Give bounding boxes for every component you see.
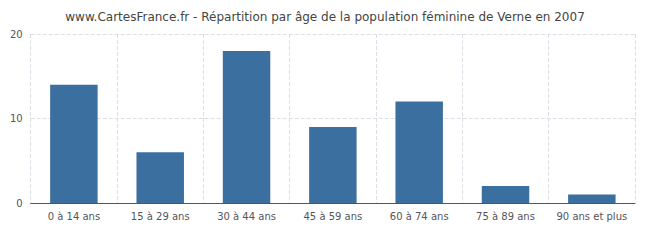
svg-text:10: 10 xyxy=(10,113,23,124)
svg-text:45 à 59 ans: 45 à 59 ans xyxy=(303,211,362,222)
svg-text:15 à 29 ans: 15 à 29 ans xyxy=(131,211,190,222)
svg-text:30 à 44 ans: 30 à 44 ans xyxy=(217,211,276,222)
svg-text:0 à 14 ans: 0 à 14 ans xyxy=(48,211,100,222)
svg-text:0: 0 xyxy=(16,198,22,209)
svg-text:60 à 74 ans: 60 à 74 ans xyxy=(390,211,449,222)
svg-text:20: 20 xyxy=(10,29,23,40)
svg-text:90 ans et plus: 90 ans et plus xyxy=(556,211,627,222)
svg-text:75 à 89 ans: 75 à 89 ans xyxy=(476,211,535,222)
svg-text:www.CartesFrance.fr - Répartit: www.CartesFrance.fr - Répartition par âg… xyxy=(65,10,585,24)
